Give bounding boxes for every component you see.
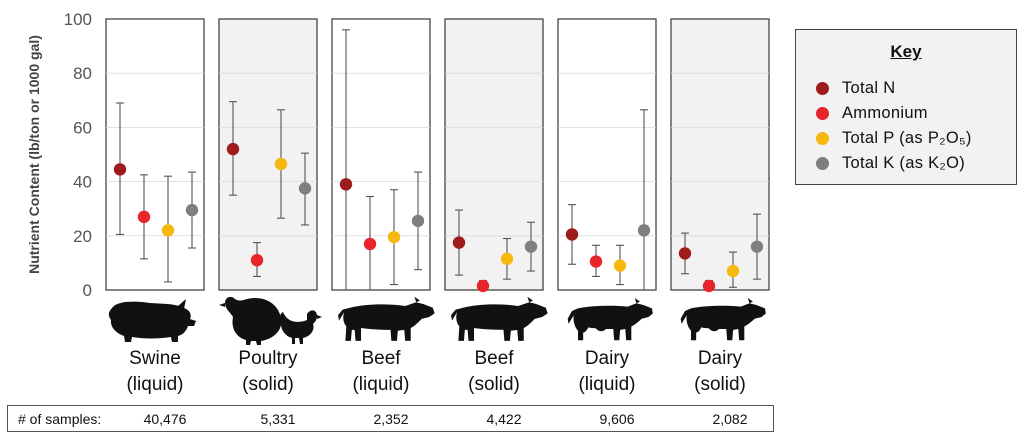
category-label-form: (liquid) [352,374,410,395]
category-label-name: Beef [474,348,514,369]
y-tick-label: 0 [83,281,92,300]
point-total-k-as-k-o [411,214,425,228]
panel-beef-liquid [331,18,431,291]
legend-key: Key Total N Ammonium Total P (as P₂O₅) T… [795,29,1017,185]
legend-item-ammonium: Ammonium [816,101,928,125]
category-label-name: Dairy [584,348,630,369]
legend-label-total-n: Total N [842,78,896,97]
samples-row: # of samples: 40,476 5,331 2,352 4,422 9… [7,405,774,432]
pig-icon [108,299,196,342]
legend-item-total-n: Total N [816,76,895,100]
point-total-k-as-k-o [750,240,764,253]
sample-count-beef-solid: 4,422 [486,411,522,427]
point-total-n [339,178,353,191]
category-label: Poultry (solid) [213,346,323,398]
category-label: Dairy (liquid) [552,346,662,398]
sample-count-beef-liquid: 2,352 [373,411,409,427]
category-label: Beef (solid) [439,346,549,398]
legend-marker-total-p [816,131,829,145]
point-total-p-as-p-o [274,157,288,171]
dairy-cow-icon [680,298,766,341]
point-total-p-as-p-o [613,259,627,272]
y-tick-label: 80 [73,64,92,83]
point-total-p-as-p-o [500,252,514,266]
legend-label-total-p: Total P (as P₂O₅) [842,128,972,147]
panel-swine-liquid [105,18,205,291]
point-ammonium [702,279,716,293]
legend-item-total-k: Total K (as K₂O) [816,151,965,175]
category-label-form: (solid) [694,374,746,395]
category-label-name: Poultry [238,348,298,369]
point-total-k-as-k-o [185,203,199,217]
legend-label-total-k: Total K (as K₂O) [842,153,966,172]
category-label-name: Dairy [697,348,743,369]
point-ammonium [589,255,603,268]
point-total-p-as-p-o [161,224,175,237]
point-total-n [565,228,579,241]
category-label: Dairy (solid) [665,346,775,398]
samples-label: # of samples: [18,411,102,427]
point-ammonium [250,253,264,267]
category-label-name: Beef [361,348,401,369]
turkey-chicken-icon [219,296,322,345]
point-total-n [678,247,692,260]
legend-title: Key [890,42,922,61]
point-total-n [113,163,127,176]
point-total-k-as-k-o [524,240,538,253]
category-label-form: (liquid) [578,374,636,395]
y-tick-label: 100 [64,10,92,29]
sample-count-dairy-liquid: 9,606 [599,411,635,427]
category-label-form: (solid) [242,374,294,395]
sample-count-poultry-solid: 5,331 [260,411,296,427]
y-tick-label: 20 [73,227,92,246]
legend-marker-ammonium [816,106,829,120]
beef-cow-icon [338,296,435,341]
sample-count-swine-liquid: 40,476 [143,411,187,427]
dairy-cow-icon [567,298,653,341]
point-ammonium [363,237,377,251]
point-total-p-as-p-o [387,230,401,244]
point-total-n [452,236,466,249]
panel-dairy-liquid [557,18,657,291]
beef-cow-icon [451,296,548,341]
y-axis-label: Nutrient Content (lb/ton or 1000 gal) [26,35,42,274]
legend-marker-total-k [816,156,829,170]
point-total-n [226,142,240,156]
legend-marker-total-n [816,81,829,95]
point-total-k-as-k-o [637,224,651,237]
category-label-name: Swine [129,348,181,369]
legend-label-ammonium: Ammonium [842,103,928,122]
y-tick-label: 40 [73,173,92,192]
sample-count-dairy-solid: 2,082 [712,411,748,427]
category-label-form: (liquid) [126,374,184,395]
point-ammonium [476,279,490,293]
y-tick-label: 60 [73,118,92,137]
legend-item-total-p: Total P (as P₂O₅) [816,126,972,150]
category-label: Swine (liquid) [100,346,210,398]
category-label-form: (solid) [468,374,520,395]
point-total-p-as-p-o [726,264,740,278]
point-ammonium [137,210,151,224]
point-total-k-as-k-o [298,182,312,195]
category-label: Beef (liquid) [326,346,436,398]
